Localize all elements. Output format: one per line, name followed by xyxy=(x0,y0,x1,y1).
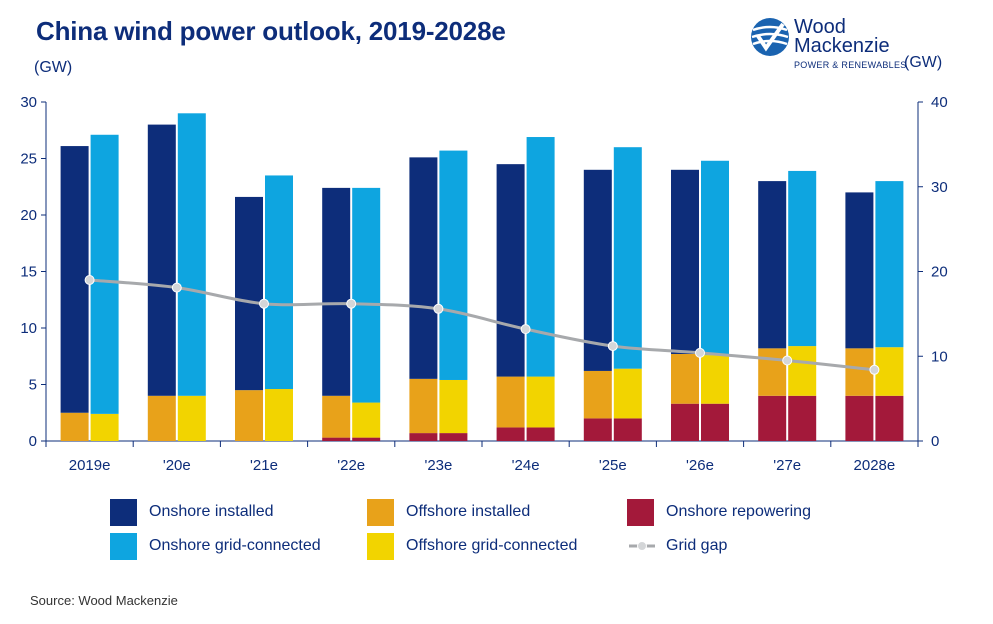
x-tick-label: '27e xyxy=(773,457,801,474)
grid-onshore-grid-bar xyxy=(875,181,904,348)
grid-onshore-grid-bar xyxy=(613,147,642,369)
installed-onshore-installed-bar xyxy=(496,164,525,377)
grid-onshore-repowering-bar xyxy=(526,427,555,441)
grid-gap-point xyxy=(84,274,95,285)
grid-onshore-repowering-bar xyxy=(352,437,381,441)
x-tick-label: '23e xyxy=(424,457,452,474)
installed-onshore-installed-bar xyxy=(845,192,874,349)
installed-onshore-repowering-bar xyxy=(322,437,351,441)
grid-gap-point xyxy=(520,324,531,335)
x-tick-label: '26e xyxy=(686,457,714,474)
grid-gap-line xyxy=(89,278,875,372)
grid-gap-point xyxy=(782,355,793,366)
installed-onshore-installed-bar xyxy=(671,169,699,354)
logo-line1: Wood xyxy=(794,16,846,38)
left-tick-label: 30 xyxy=(20,94,37,111)
right-tick-label: 0 xyxy=(931,433,939,450)
x-tick-label: '25e xyxy=(599,457,627,474)
x-tick-label: '20e xyxy=(163,457,191,474)
grid-onshore-grid-bar xyxy=(177,113,206,396)
installed-onshore-repowering-bar xyxy=(845,395,874,441)
grid-offshore-grid-bar xyxy=(613,368,642,419)
logo-subtitle: POWER & RENEWABLES xyxy=(794,60,907,70)
installed-offshore-installed-bar xyxy=(322,395,351,438)
grid-offshore-grid-bar xyxy=(265,389,293,441)
grid-gap-point xyxy=(346,298,357,309)
grid-onshore-repowering-bar xyxy=(788,395,817,441)
left-tick-label: 0 xyxy=(29,433,37,450)
right-axis-unit: (GW) xyxy=(904,54,943,71)
grid-onshore-grid-bar xyxy=(265,175,293,390)
grid-gap-point xyxy=(695,347,705,358)
installed-onshore-installed-bar xyxy=(583,169,612,371)
grid-onshore-repowering-bar xyxy=(701,403,729,441)
globe-icon xyxy=(751,18,789,56)
x-tick-label: '22e xyxy=(337,457,365,474)
installed-onshore-installed-bar xyxy=(235,196,263,391)
installed-offshore-installed-bar xyxy=(583,370,612,419)
left-tick-label: 15 xyxy=(20,264,37,281)
x-tick-label: 2028e xyxy=(854,457,896,474)
installed-onshore-repowering-bar xyxy=(496,427,525,441)
grid-onshore-grid-bar xyxy=(526,137,555,377)
chart-title: China wind power outlook, 2019-2028e xyxy=(36,16,506,46)
grid-offshore-grid-bar xyxy=(90,413,119,441)
grid-gap-point xyxy=(607,341,618,352)
logo-line2: Mackenzie xyxy=(794,35,890,57)
installed-offshore-installed-bar xyxy=(147,395,176,441)
grid-offshore-grid-bar xyxy=(177,395,206,441)
grid-onshore-grid-bar xyxy=(701,160,729,356)
right-tick-label: 40 xyxy=(931,94,948,111)
grid-offshore-grid-bar xyxy=(788,346,817,396)
installed-onshore-installed-bar xyxy=(147,124,176,396)
installed-offshore-installed-bar xyxy=(671,353,699,404)
grid-gap-point xyxy=(433,303,444,314)
x-tick-label: '21e xyxy=(250,457,278,474)
installed-offshore-installed-bar xyxy=(758,348,787,396)
grid-onshore-grid-bar xyxy=(439,150,468,380)
left-tick-label: 20 xyxy=(20,207,37,224)
right-tick-label: 10 xyxy=(931,348,948,365)
grid-gap-point xyxy=(869,364,880,375)
installed-offshore-installed-bar xyxy=(409,378,438,434)
installed-onshore-installed-bar xyxy=(322,187,351,396)
grid-offshore-grid-bar xyxy=(439,379,468,434)
installed-offshore-installed-bar xyxy=(60,412,89,441)
installed-onshore-installed-bar xyxy=(758,181,787,349)
grid-gap-point xyxy=(259,298,269,309)
installed-offshore-installed-bar xyxy=(235,390,263,441)
installed-onshore-installed-bar xyxy=(60,146,89,413)
installed-onshore-installed-bar xyxy=(409,157,438,379)
installed-offshore-installed-bar xyxy=(845,348,874,396)
installed-onshore-repowering-bar xyxy=(758,395,787,441)
wood-mackenzie-logo: Wood Mackenzie POWER & RENEWABLES xyxy=(750,14,910,74)
x-tick-label: '24e xyxy=(512,457,540,474)
grid-offshore-grid-bar xyxy=(875,347,904,396)
installed-onshore-repowering-bar xyxy=(671,403,699,441)
grid-offshore-grid-bar xyxy=(526,376,555,428)
grid-onshore-repowering-bar xyxy=(875,395,904,441)
source-note: Source: Wood Mackenzie xyxy=(30,593,178,608)
grid-onshore-repowering-bar xyxy=(613,418,642,441)
installed-onshore-repowering-bar xyxy=(409,433,438,441)
left-tick-label: 10 xyxy=(20,320,37,337)
grid-onshore-grid-bar xyxy=(90,134,119,414)
installed-offshore-installed-bar xyxy=(496,376,525,428)
grid-onshore-grid-bar xyxy=(352,187,381,403)
grid-gap-point xyxy=(171,282,182,293)
left-axis-unit: (GW) xyxy=(34,59,73,76)
right-tick-label: 30 xyxy=(931,179,948,196)
x-tick-label: 2019e xyxy=(69,457,111,474)
right-tick-label: 20 xyxy=(931,264,948,281)
grid-offshore-grid-bar xyxy=(352,402,381,438)
installed-onshore-repowering-bar xyxy=(583,418,612,441)
grid-onshore-grid-bar xyxy=(788,170,817,347)
left-tick-label: 25 xyxy=(20,151,37,168)
grid-onshore-repowering-bar xyxy=(439,433,468,441)
left-tick-label: 5 xyxy=(29,377,37,394)
grid-offshore-grid-bar xyxy=(701,355,729,404)
